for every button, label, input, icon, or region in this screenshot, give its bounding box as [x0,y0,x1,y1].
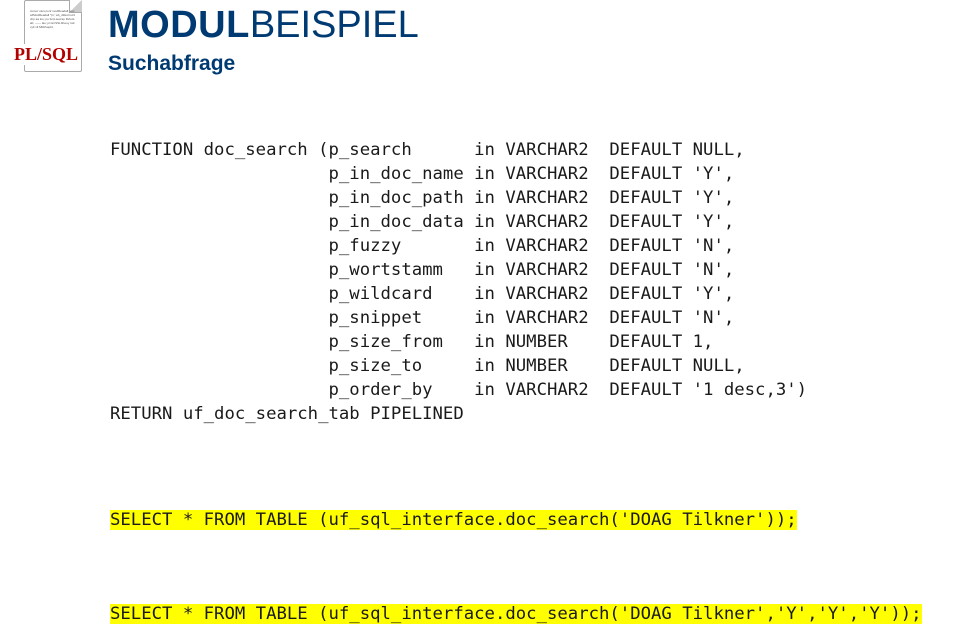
code-line: p_size_from in NUMBER DEFAULT 1, [110,332,713,352]
plsql-label: PL/SQL [12,44,80,65]
page-title: MODULBEISPIEL [108,6,419,44]
code-line: p_in_doc_path in VARCHAR2 DEFAULT 'Y', [110,188,734,208]
code-line: RETURN uf_doc_search_tab PIPELINED [110,404,464,424]
highlighted-sql: SELECT * FROM TABLE (uf_sql_interface.do… [110,510,797,530]
function-signature-code: FUNCTION doc_search (p_search in VARCHAR… [110,138,807,426]
code-line: p_order_by in VARCHAR2 DEFAULT '1 desc,3… [110,380,807,400]
code-line: p_wortstamm in VARCHAR2 DEFAULT 'N', [110,260,734,280]
code-line: p_size_to in NUMBER DEFAULT NULL, [110,356,745,376]
plsql-doc-icon: cursor vars;conf modReadall; vecsdModRea… [12,0,90,98]
code-line: p_snippet in VARCHAR2 DEFAULT 'N', [110,308,734,328]
highlighted-sql: SELECT * FROM TABLE (uf_sql_interface.do… [110,604,922,624]
title-light: BEISPIEL [250,4,419,46]
code-line: p_in_doc_name in VARCHAR2 DEFAULT 'Y', [110,164,734,184]
code-line: p_fuzzy in VARCHAR2 DEFAULT 'N', [110,236,734,256]
slide: cursor vars;conf modReadall; vecsdModRea… [0,0,960,644]
page-subtitle: Suchabfrage [108,52,235,76]
title-strong: MODUL [108,4,250,46]
code-line: p_wildcard in VARCHAR2 DEFAULT 'Y', [110,284,734,304]
code-line: p_in_doc_data in VARCHAR2 DEFAULT 'Y', [110,212,734,232]
code-line: FUNCTION doc_search (p_search in VARCHAR… [110,140,745,160]
sql-example-1: SELECT * FROM TABLE (uf_sql_interface.do… [110,508,797,532]
sql-example-2: SELECT * FROM TABLE (uf_sql_interface.do… [110,602,922,626]
